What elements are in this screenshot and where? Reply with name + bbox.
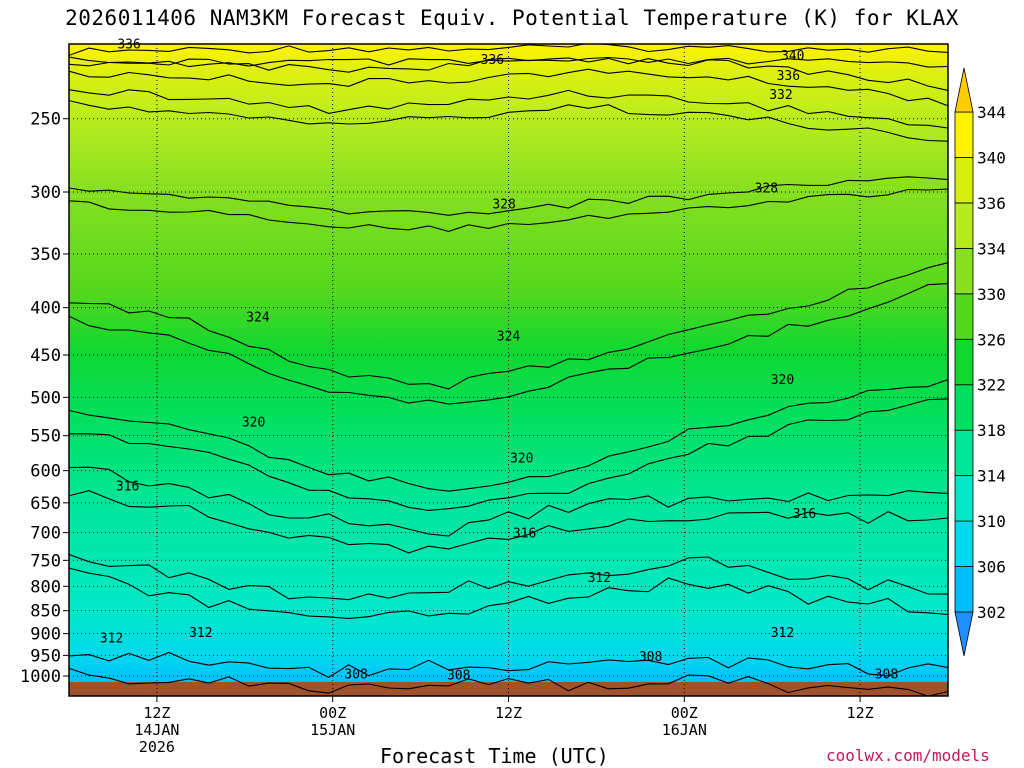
colorbar-label: 326 bbox=[977, 330, 1006, 349]
contour-label: 320 bbox=[510, 451, 533, 466]
contour-308 bbox=[69, 651, 948, 679]
contour-label: 312 bbox=[100, 631, 123, 646]
contour-328 bbox=[69, 188, 948, 232]
contour-label: 336 bbox=[481, 53, 504, 68]
x-axis-label: Forecast Time (UTC) bbox=[380, 744, 609, 768]
contour-label: 308 bbox=[344, 667, 367, 682]
xtick-label: 12Z bbox=[847, 704, 874, 722]
colorbar-segment bbox=[954, 247, 974, 295]
colorbar-segment bbox=[954, 202, 974, 249]
contour-label: 332 bbox=[769, 88, 792, 103]
colorbar-segment bbox=[954, 429, 974, 477]
colorbar-label: 314 bbox=[977, 467, 1006, 486]
contour-labels: 336 336 340 336 332 328 328 324 324 320 320 320 316 3… bbox=[100, 38, 898, 684]
colorbar-label: 336 bbox=[977, 194, 1006, 213]
ytick-label: 750 bbox=[30, 551, 61, 571]
xtick-label: 12Z bbox=[143, 704, 170, 722]
colorbar-label: 318 bbox=[977, 421, 1006, 440]
colorbar-segment bbox=[954, 157, 974, 204]
ytick-label: 600 bbox=[30, 462, 61, 482]
xtick-label: 15JAN bbox=[310, 721, 355, 739]
ytick-label: 800 bbox=[30, 577, 61, 597]
ytick-label: 550 bbox=[30, 427, 61, 447]
contour-label: 320 bbox=[771, 373, 794, 388]
ytick-label: 500 bbox=[30, 388, 61, 408]
y-axis: 250 300 350 400 450 500 550 600 650 700 750 800 850 9… bbox=[20, 110, 69, 687]
xtick-label: 2026 bbox=[139, 738, 175, 756]
colorbar-label: 306 bbox=[977, 558, 1006, 577]
xtick-label: 16JAN bbox=[662, 721, 707, 739]
contour-336 bbox=[69, 56, 948, 92]
colorbar-segment bbox=[954, 111, 974, 158]
ytick-label: 400 bbox=[30, 299, 61, 319]
colorbar-label: 340 bbox=[977, 148, 1006, 167]
xtick-label: 12Z bbox=[495, 704, 522, 722]
contour-label: 340 bbox=[781, 49, 804, 64]
plot-area bbox=[69, 44, 948, 696]
contour-label: 324 bbox=[497, 330, 521, 345]
credit-text[interactable]: coolwx.com/models bbox=[826, 746, 990, 765]
contour-308 bbox=[69, 667, 948, 696]
pressure-gridlines bbox=[69, 44, 948, 696]
contour-label: 320 bbox=[242, 416, 265, 431]
contour-340 bbox=[69, 44, 948, 56]
chart-title: 2026011406 NAM3KM Forecast Equiv. Potent… bbox=[65, 6, 959, 30]
colorbar-segment bbox=[954, 384, 974, 431]
theta-fill bbox=[69, 44, 948, 696]
contour-328 bbox=[69, 176, 948, 216]
ytick-label: 450 bbox=[30, 346, 61, 366]
xtick-label: 00Z bbox=[319, 704, 346, 722]
contour-316 bbox=[69, 466, 948, 537]
xtick-label: 14JAN bbox=[134, 721, 179, 739]
contour-324 bbox=[69, 262, 948, 390]
colorbar-segment bbox=[954, 293, 974, 340]
colorbar-label: 330 bbox=[977, 285, 1006, 304]
contour-label: 308 bbox=[447, 669, 470, 684]
contour-label: 324 bbox=[246, 311, 270, 326]
contour-label: 312 bbox=[588, 571, 611, 586]
contour-320 bbox=[69, 398, 948, 511]
colorbar-segment bbox=[954, 566, 974, 613]
colorbar-segment bbox=[954, 475, 974, 522]
contour-label: 308 bbox=[875, 667, 898, 682]
contour-label: 336 bbox=[117, 38, 140, 53]
contour-label: 312 bbox=[771, 626, 794, 641]
contour-312 bbox=[69, 553, 948, 601]
contour-312 bbox=[69, 567, 948, 619]
contour-label: 336 bbox=[777, 69, 800, 84]
ytick-label: 1000 bbox=[20, 667, 61, 687]
ytick-label: 650 bbox=[30, 494, 61, 514]
ytick-label: 850 bbox=[30, 602, 61, 622]
contour-label: 328 bbox=[755, 182, 778, 197]
contour-label: 316 bbox=[513, 526, 536, 541]
contour-label: 316 bbox=[793, 507, 816, 522]
colorbar-segment bbox=[954, 520, 974, 567]
ytick-label: 950 bbox=[30, 646, 61, 666]
ytick-label: 900 bbox=[30, 625, 61, 645]
contour-label: 328 bbox=[492, 197, 515, 212]
colorbar-max-arrow bbox=[954, 67, 974, 113]
colorbar-label: 302 bbox=[977, 603, 1006, 622]
contour-label: 312 bbox=[189, 626, 212, 641]
colorbar-min-arrow bbox=[954, 611, 974, 657]
contour-336 bbox=[69, 68, 948, 107]
colorbar-label: 322 bbox=[977, 376, 1006, 395]
contour-340 bbox=[69, 56, 948, 68]
contour-320 bbox=[69, 378, 948, 492]
colorbar-label: 344 bbox=[977, 103, 1006, 122]
contour-316 bbox=[69, 490, 948, 554]
colorbar-label: 334 bbox=[977, 239, 1006, 258]
ytick-label: 250 bbox=[30, 110, 61, 130]
ytick-label: 700 bbox=[30, 524, 61, 544]
colorbar-label: 310 bbox=[977, 512, 1006, 531]
ytick-label: 350 bbox=[30, 245, 61, 265]
colorbar: 302 306 310 314 318 322 326 330 334 336 340 344 bbox=[954, 67, 1006, 657]
contour-label: 308 bbox=[639, 650, 662, 665]
colorbar-segment bbox=[954, 338, 974, 386]
xtick-label: 00Z bbox=[671, 704, 698, 722]
contour-label: 316 bbox=[116, 479, 139, 494]
ytick-label: 300 bbox=[30, 183, 61, 203]
